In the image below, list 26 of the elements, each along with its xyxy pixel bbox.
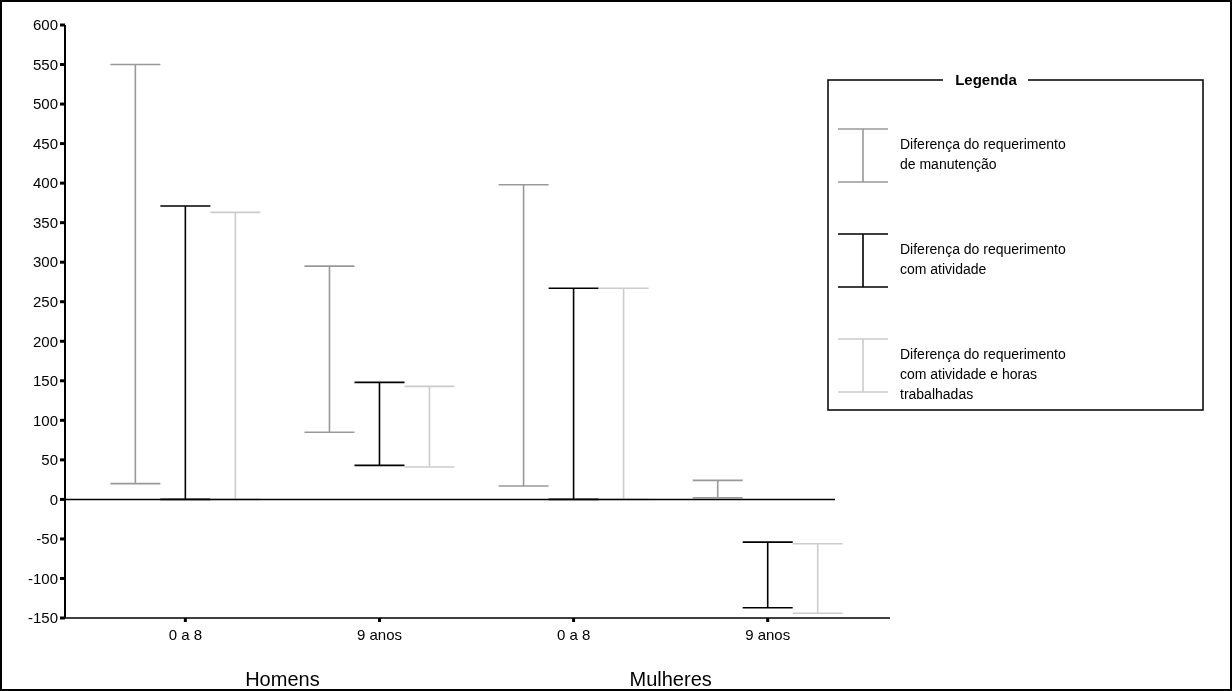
text: Diferença do requerimento de manutenção — [900, 136, 1066, 172]
y-tick-label: 200 — [32, 332, 58, 350]
y-tick-label: 0 — [49, 490, 58, 508]
y-tick-label: 50 — [41, 451, 58, 469]
legend-title: Legenda — [955, 71, 1018, 88]
x-tick-label: 9 anos — [745, 626, 791, 643]
text: Mulheres — [629, 668, 712, 690]
y-tick-label: 400 — [32, 174, 58, 192]
text: Diferença do requerimento com atividade e horas trabalhadas — [900, 346, 1066, 402]
y-tick-label: 500 — [32, 95, 58, 113]
y-tick-label: 600 — [32, 16, 58, 34]
text: Diferença do requerimento com atividade — [900, 241, 1066, 277]
y-tick-label: 300 — [32, 253, 58, 271]
y-tick-label: -50 — [36, 530, 58, 548]
x-tick-label: 0 a 8 — [556, 626, 591, 643]
text: Homens — [245, 668, 320, 690]
y-tick-label: 550 — [32, 55, 58, 73]
y-tick-label: 250 — [32, 292, 58, 310]
y-tick-label: 100 — [32, 411, 58, 429]
x-tick-label: 9 anos — [356, 626, 402, 643]
y-tick-label: 450 — [32, 134, 58, 152]
y-tick-label: 350 — [32, 213, 58, 231]
y-tick-label: -100 — [27, 569, 58, 587]
y-tick-label: -150 — [27, 609, 58, 627]
x-tick-label: 0 a 8 — [168, 626, 203, 643]
y-tick-label: 150 — [32, 372, 58, 390]
